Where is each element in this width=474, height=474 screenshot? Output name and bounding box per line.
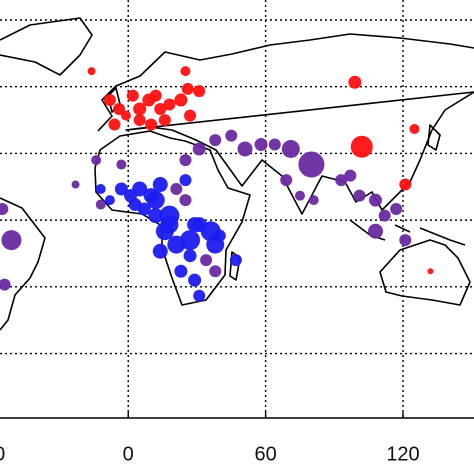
data-point [378,209,391,222]
data-point [170,182,183,195]
eurasia [97,33,474,215]
data-point [344,169,357,182]
data-point [181,82,194,95]
data-point [335,174,348,187]
data-point [179,174,192,187]
data-point [209,265,222,278]
data-point [369,193,383,207]
data-point [193,289,206,302]
data-point [187,217,203,233]
data-point [353,189,366,202]
data-point [427,268,434,275]
data-point [158,114,171,127]
data-point [95,183,106,194]
data-point [0,203,9,215]
data-point [174,264,188,278]
x-tick-label: 0 [123,443,134,465]
data-point [368,223,384,239]
data-point [179,194,192,207]
data-point [114,182,128,196]
data-point [237,141,253,157]
data-point [174,93,188,107]
data-point [179,154,192,167]
data-point [133,102,147,116]
data-point [200,254,213,267]
data-point [113,102,126,115]
data-point [91,155,102,166]
data-point [298,151,325,178]
data-point [390,203,403,215]
data-point [399,178,412,191]
greenland [0,17,93,76]
south-america [0,197,46,331]
data-point [1,230,22,251]
data-point [145,118,158,131]
x-tick-label: 120 [386,443,419,465]
data-point [87,67,96,76]
data-point [152,243,168,259]
data-point [132,181,148,197]
data-point [184,109,197,122]
data-point [154,102,167,115]
data-point [254,138,268,152]
data-point [0,278,11,291]
data-point [399,234,412,247]
x-tick-label: -60 [0,443,5,465]
data-point [71,180,80,189]
data-point [193,85,206,98]
data-point [192,142,206,156]
data-point [152,177,168,193]
data-point [163,98,176,111]
japan [427,124,441,151]
data-point [126,89,139,102]
data-point [103,94,116,107]
data-point [108,118,121,131]
data-point [350,135,373,158]
data-point [409,123,420,134]
data-point [280,174,293,187]
data-point [213,229,226,242]
data-point [294,190,305,201]
data-point [146,191,165,210]
data-point [120,110,131,121]
data-point [209,134,222,147]
data-point [281,139,300,158]
x-tick-label: 60 [254,443,276,465]
data-point [183,249,197,263]
africa [94,130,251,306]
data-point [188,273,202,287]
data-point [95,199,106,210]
data-point [348,75,362,89]
data-point [148,208,164,224]
data-point [180,66,191,77]
data-point [160,215,179,234]
data-point [229,254,242,267]
data-point [133,114,146,127]
data-point [268,138,281,151]
data-point [104,195,115,206]
data-point [116,159,127,170]
coastlines [0,17,474,331]
data-point [180,230,201,251]
data-point [225,129,238,142]
data-point [149,89,162,102]
australia [379,239,471,306]
data-point [308,195,319,206]
data-point [128,198,142,212]
